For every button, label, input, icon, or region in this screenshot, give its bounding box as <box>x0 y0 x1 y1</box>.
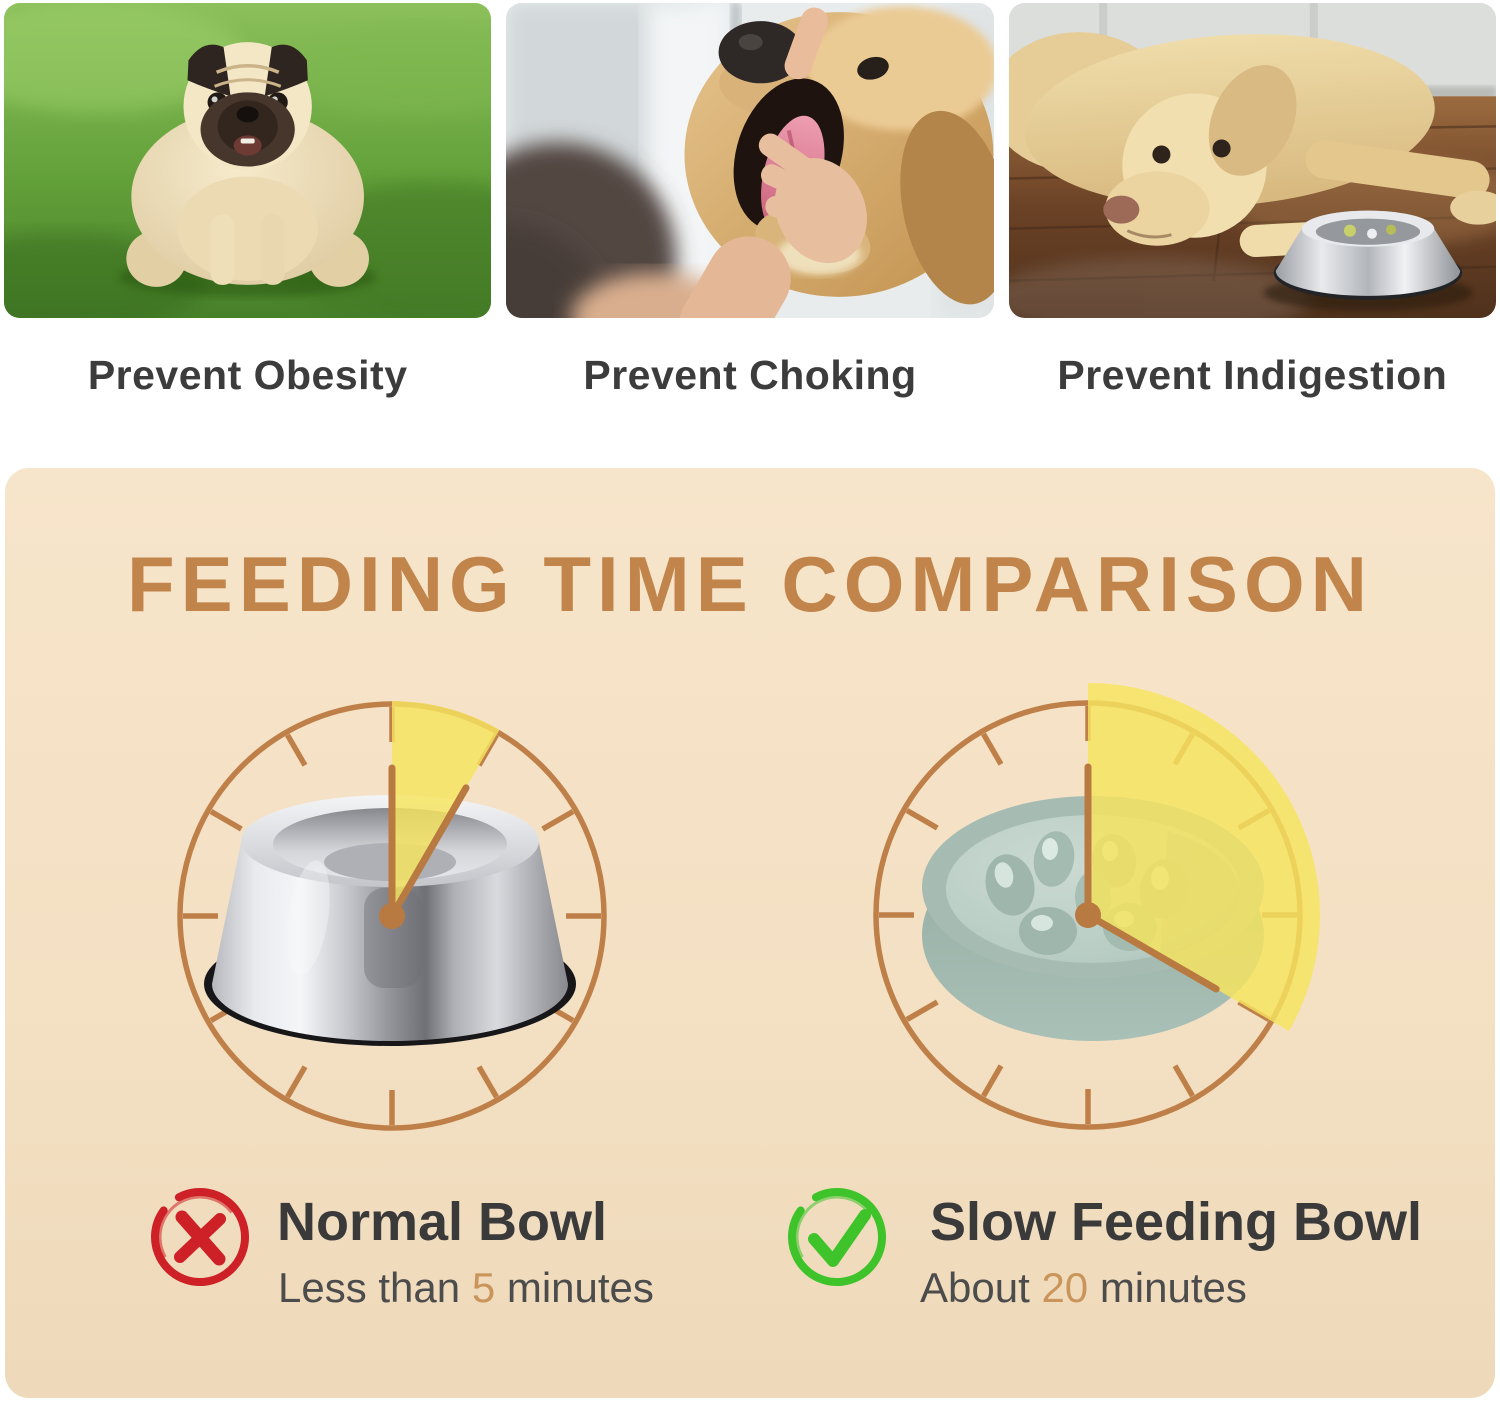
benefit-photo-strip <box>4 3 1496 318</box>
normal-bowl-clock <box>177 701 607 1131</box>
time-prefix: Less than <box>278 1264 472 1311</box>
pug-dog <box>126 42 369 287</box>
slow-feeder-clock <box>873 683 1320 1130</box>
minutes-accent: 20 <box>1041 1264 1089 1311</box>
labrador-dog <box>1008 32 1496 258</box>
hand-checking-dog-mouth-illustration <box>506 3 994 318</box>
red-cross-icon <box>151 1188 249 1286</box>
slow-feeding-bowl-label: Slow Feeding Bowl <box>930 1192 1423 1252</box>
comparison-title: FEEDING TIME COMPARISON <box>127 540 1373 628</box>
photo-obese-pug <box>4 3 492 318</box>
time-suffix: minutes <box>1088 1264 1247 1311</box>
slow-feeding-bowl-time: About 20 minutes <box>920 1264 1247 1312</box>
obese-pug-illustration <box>4 3 492 318</box>
photo-indigestion-lab <box>1008 3 1496 318</box>
green-check-icon <box>788 1188 886 1286</box>
benefit-caption: Prevent Indigestion <box>1057 352 1448 398</box>
clock-pivot <box>1075 902 1101 928</box>
benefit-caption: Prevent Obesity <box>87 352 408 398</box>
time-prefix: About <box>920 1264 1042 1311</box>
benefit-caption: Prevent Choking <box>583 352 917 398</box>
benefit-captions: Prevent Obesity Prevent Choking Prevent … <box>4 352 1496 399</box>
minutes-accent: 5 <box>471 1264 496 1311</box>
normal-bowl-time: Less than 5 minutes <box>278 1264 654 1312</box>
clock-hand-minute <box>388 784 470 920</box>
person-hand <box>678 7 868 318</box>
time-suffix: minutes <box>495 1264 654 1311</box>
photo-choking-check <box>506 3 994 318</box>
labrador-beside-bowl-illustration <box>1008 3 1496 318</box>
time-wedge-20min <box>1088 683 1320 1031</box>
time-wedge-5min <box>392 701 500 916</box>
normal-bowl-label: Normal Bowl <box>277 1192 608 1252</box>
clock-pivot <box>379 903 405 929</box>
clock-hand-minute <box>1084 911 1220 993</box>
steel-bowl-photo <box>1263 210 1472 311</box>
